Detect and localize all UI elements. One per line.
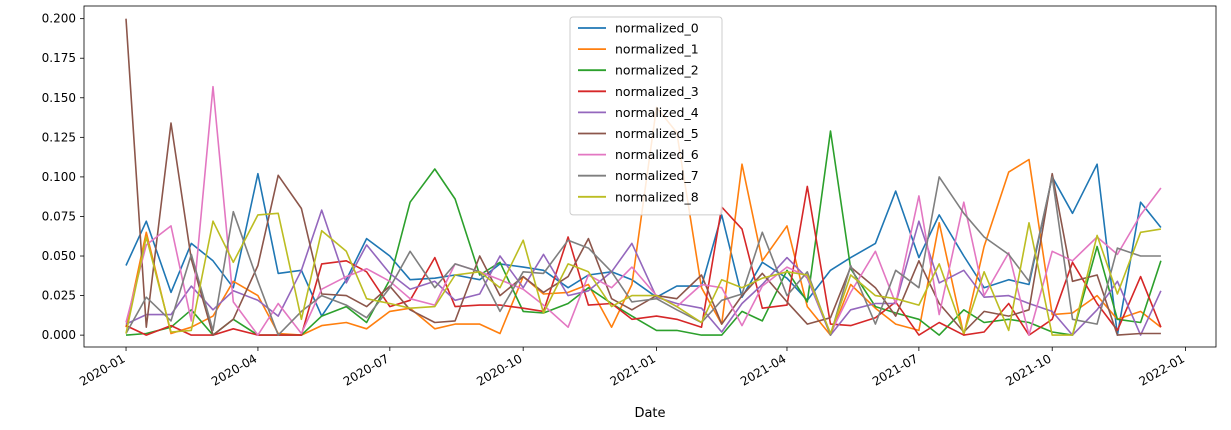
legend-label: normalized_8 xyxy=(615,189,699,204)
legend-label: normalized_0 xyxy=(615,21,699,36)
y-axis: 0.000 0.025 0.050 0.075 0.100 0.125 0.150 0.175… xyxy=(42,12,84,342)
y-tick-label: 0.100 xyxy=(42,170,76,184)
series-line-normalized_3 xyxy=(125,185,1162,336)
y-tick-label: 0.200 xyxy=(42,12,76,26)
series-line-normalized_6 xyxy=(125,85,1162,336)
legend-label: normalized_5 xyxy=(615,126,699,141)
legend-label: normalized_6 xyxy=(615,147,699,162)
legend-label: normalized_1 xyxy=(615,42,699,57)
series-line-normalized_4 xyxy=(125,209,1162,336)
legend-label: normalized_4 xyxy=(615,105,699,120)
y-tick-label: 0.175 xyxy=(42,51,76,65)
x-axis-label: Date xyxy=(634,406,665,421)
x-tick-label: 2021-01 xyxy=(608,351,658,388)
legend-label: normalized_7 xyxy=(615,168,699,183)
x-tick-label: 2021-07 xyxy=(870,351,920,388)
series-line-normalized_7 xyxy=(125,176,1161,336)
x-axis: 2020-01 2020-04 2020-07 2020-10 2021-01 2021-… xyxy=(77,347,1187,389)
y-tick-label: 0.025 xyxy=(42,289,76,303)
series-line-normalized_5 xyxy=(125,18,1161,336)
y-tick-label: 0.075 xyxy=(42,209,76,223)
series-layer xyxy=(125,18,1162,336)
x-tick-label: 2020-10 xyxy=(474,351,524,388)
legend-label: normalized_2 xyxy=(615,63,699,78)
y-tick-label: 0.150 xyxy=(42,91,76,105)
y-tick-label: 0.050 xyxy=(42,249,76,263)
x-tick-label: 2020-07 xyxy=(341,351,391,388)
series-line-normalized_8 xyxy=(125,212,1162,336)
x-tick-label: 2020-01 xyxy=(77,351,127,388)
legend-label: normalized_3 xyxy=(615,84,699,99)
x-tick-label: 2020-04 xyxy=(209,351,259,388)
y-tick-label: 0.000 xyxy=(42,328,76,342)
x-tick-label: 2022-01 xyxy=(1137,351,1187,388)
legend: normalized_0 normalized_1 normalized_2norm… xyxy=(569,16,723,216)
series-line-normalized_0 xyxy=(125,163,1162,336)
legend-box xyxy=(569,16,723,216)
x-tick-label: 2021-10 xyxy=(1003,351,1053,388)
y-tick-label: 0.125 xyxy=(42,130,76,144)
x-tick-label: 2021-04 xyxy=(738,351,788,388)
